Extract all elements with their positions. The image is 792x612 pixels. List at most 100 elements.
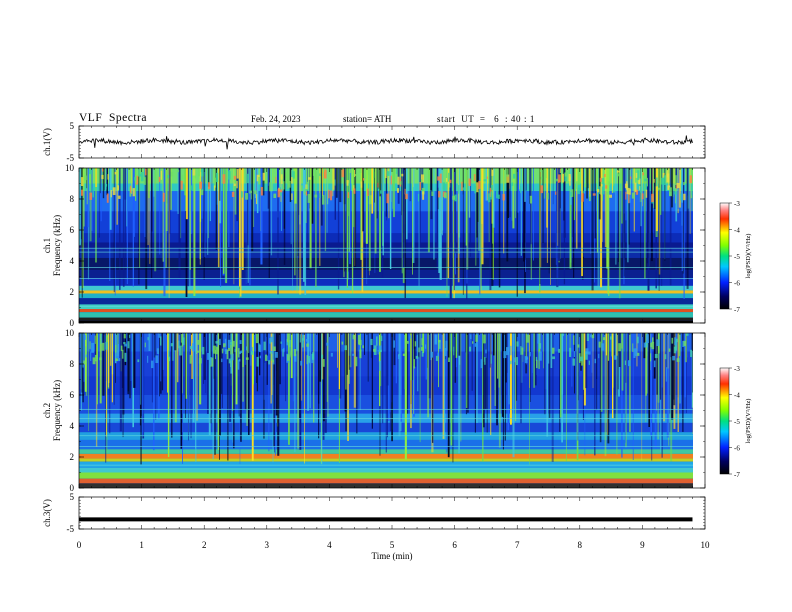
- noise-speckle: [112, 187, 116, 195]
- sferic-streak: [417, 333, 419, 392]
- noise-speckle: [266, 355, 268, 361]
- noise-speckle: [92, 357, 96, 365]
- noise-speckle: [170, 171, 174, 177]
- sferic-streak: [569, 168, 572, 269]
- noise-speckle: [691, 190, 693, 196]
- sferic-streak: [404, 333, 406, 390]
- colorbar-tick-label: -4: [734, 227, 740, 235]
- sferic-streak: [569, 333, 571, 356]
- sferic-streak: [520, 168, 522, 256]
- sferic-streak: [98, 168, 100, 238]
- sferic-streak: [169, 168, 172, 210]
- sferic-streak: [654, 333, 657, 449]
- sferic-streak: [630, 168, 633, 208]
- noise-speckle: [577, 187, 581, 195]
- sferic-streak: [190, 333, 192, 439]
- sferic-streak: [353, 168, 355, 228]
- noise-speckle: [380, 335, 383, 341]
- noise-speckle: [91, 342, 95, 353]
- sferic-streak: [432, 333, 434, 443]
- sferic-streak: [614, 333, 617, 360]
- sferic-streak: [618, 168, 621, 299]
- noise-speckle: [293, 349, 297, 357]
- noise-speckle: [461, 187, 465, 191]
- noise-speckle: [250, 194, 252, 200]
- noise-speckle: [305, 339, 309, 342]
- sferic-streak: [145, 168, 148, 290]
- noise-speckle: [588, 360, 590, 365]
- noise-speckle: [201, 346, 205, 355]
- x-tick-label: 5: [390, 540, 395, 550]
- sferic-streak: [490, 333, 492, 435]
- noise-speckle: [189, 354, 192, 364]
- noise-speckle: [85, 346, 87, 354]
- noise-speckle: [208, 182, 211, 190]
- sferic-streak: [281, 168, 282, 231]
- sferic-streak: [349, 168, 352, 265]
- noise-speckle: [268, 360, 271, 365]
- noise-speckle: [135, 175, 137, 183]
- sferic-streak: [577, 333, 579, 441]
- noise-speckle: [642, 172, 644, 176]
- noise-speckle: [348, 183, 350, 186]
- noise-speckle: [540, 176, 543, 180]
- sferic-streak: [474, 333, 476, 433]
- noise-speckle: [437, 352, 439, 357]
- sferic-streak: [360, 168, 363, 260]
- noise-speckle: [559, 168, 561, 173]
- sferic-streak: [256, 168, 259, 214]
- sferic-streak: [130, 333, 132, 381]
- sferic-streak: [208, 333, 211, 435]
- noise-speckle: [274, 352, 278, 358]
- sferic-streak: [354, 168, 357, 268]
- noise-speckle: [280, 174, 283, 184]
- sferic-streak: [585, 333, 588, 389]
- sferic-streak: [193, 333, 195, 423]
- noise-speckle: [474, 185, 477, 194]
- noise-speckle: [258, 177, 261, 185]
- frequency-band: [79, 270, 693, 279]
- noise-speckle: [674, 188, 677, 192]
- x-tick-label: 6: [452, 540, 457, 550]
- noise-speckle: [105, 341, 108, 350]
- noise-speckle: [207, 353, 210, 360]
- noise-speckle: [238, 351, 242, 355]
- sferic-streak: [193, 168, 196, 296]
- noise-speckle: [435, 355, 438, 361]
- noise-speckle: [262, 172, 265, 181]
- sferic-streak: [251, 333, 254, 461]
- sferic-streak: [164, 168, 166, 203]
- noise-speckle: [230, 360, 232, 368]
- sferic-streak: [557, 168, 559, 246]
- tone-line: [79, 435, 693, 437]
- sferic-streak: [318, 333, 320, 439]
- sferic-streak: [185, 168, 188, 297]
- noise-speckle: [490, 191, 493, 200]
- sferic-streak: [227, 333, 229, 461]
- noise-speckle: [134, 177, 137, 181]
- noise-speckle: [580, 356, 583, 362]
- sferic-streak: [571, 333, 573, 387]
- sferic-streak: [204, 333, 206, 380]
- noise-speckle: [480, 359, 483, 369]
- sferic-streak: [254, 168, 256, 199]
- noise-speckle: [386, 193, 389, 204]
- noise-speckle: [132, 188, 135, 197]
- sferic-streak: [327, 333, 329, 417]
- noise-speckle: [370, 338, 373, 346]
- sferic-streak: [468, 168, 471, 218]
- sferic-streak: [244, 333, 247, 365]
- noise-speckle: [661, 177, 664, 185]
- sferic-streak: [219, 168, 221, 201]
- sferic-streak: [647, 168, 650, 291]
- noise-speckle: [385, 168, 387, 179]
- noise-speckle: [406, 340, 409, 344]
- sferic-streak: [584, 168, 585, 194]
- x-tick-label: 8: [578, 540, 583, 550]
- sferic-streak: [240, 333, 242, 442]
- sferic-streak: [498, 333, 501, 448]
- noise-speckle: [636, 352, 640, 356]
- noise-speckle: [506, 168, 509, 177]
- sferic-streak: [512, 333, 515, 458]
- frequency-band: [79, 320, 693, 323]
